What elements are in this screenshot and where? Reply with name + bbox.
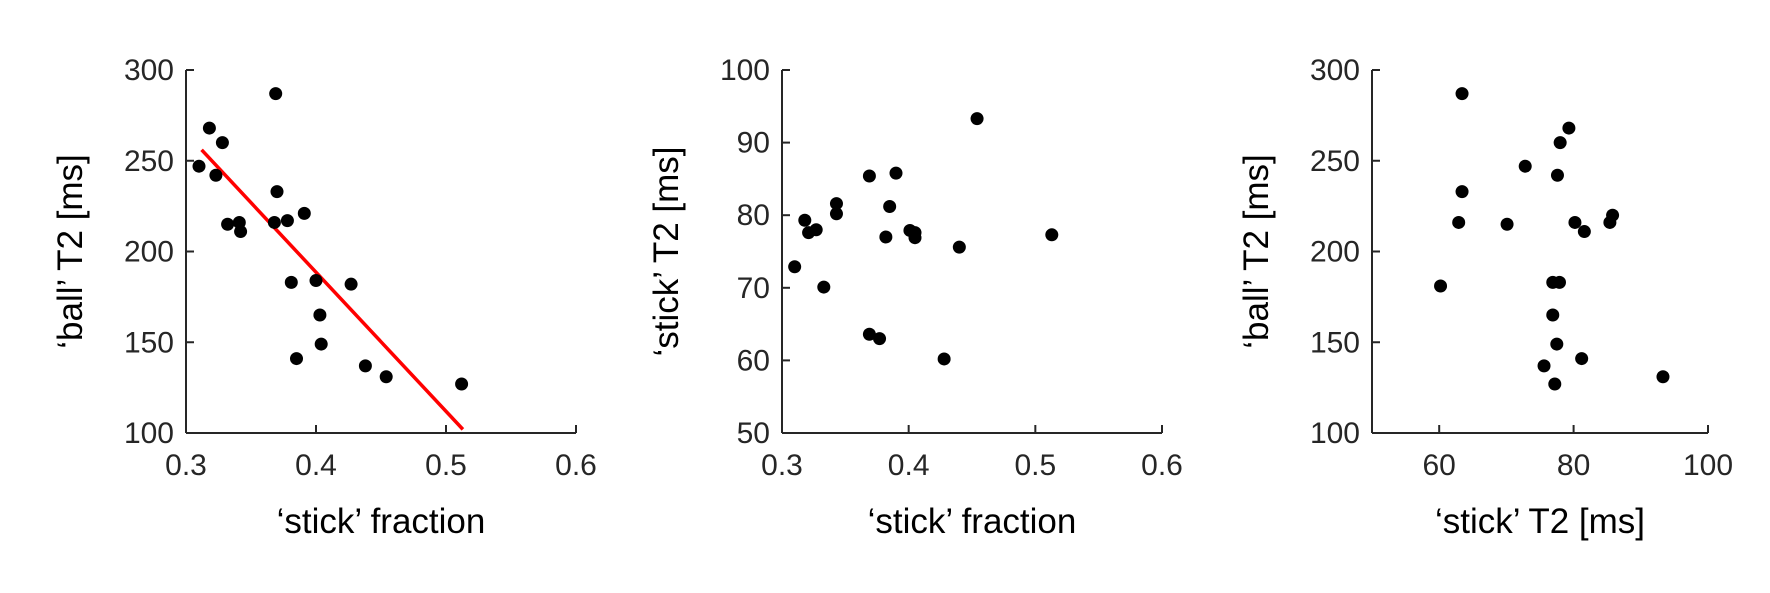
data-point <box>192 159 206 173</box>
data-point <box>883 199 897 213</box>
x-tick-label: 0.4 <box>888 449 930 482</box>
data-point <box>1553 136 1567 150</box>
x-tick-label: 0.5 <box>425 449 467 482</box>
y-tick-label: 300 <box>124 54 174 87</box>
data-point <box>344 277 358 291</box>
data-point <box>873 332 887 346</box>
data-point <box>379 370 393 384</box>
data-point <box>455 377 469 391</box>
data-point <box>309 274 323 288</box>
y-tick-label: 100 <box>720 54 770 87</box>
y-tick-label: 200 <box>1310 236 1360 269</box>
x-tick-label: 0.3 <box>165 449 207 482</box>
x-axis-title: ‘stick’ T2 [ms] <box>1435 502 1645 541</box>
data-point <box>358 359 372 373</box>
y-tick-label: 250 <box>1310 145 1360 178</box>
y-tick-label: 90 <box>737 127 770 160</box>
data-point <box>879 230 893 244</box>
data-point <box>1575 352 1589 366</box>
data-point <box>284 275 298 289</box>
y-tick-label: 100 <box>1310 417 1360 450</box>
data-point <box>270 185 284 199</box>
data-point <box>1434 279 1448 293</box>
fit-line <box>200 148 465 431</box>
y-tick-label: 80 <box>737 199 770 232</box>
x-tick-label: 0.4 <box>295 449 337 482</box>
data-point <box>1548 377 1562 391</box>
data-point <box>817 280 831 294</box>
data-point <box>952 240 966 254</box>
data-point <box>290 352 303 366</box>
y-tick-label: 200 <box>124 236 174 269</box>
y-axis-title: ‘ball’ T2 [ms] <box>1237 154 1276 349</box>
data-point <box>1455 87 1469 101</box>
data-point <box>314 337 328 351</box>
data-point <box>788 260 802 274</box>
data-point <box>202 121 216 135</box>
data-point <box>1045 228 1059 242</box>
y-tick-label: 300 <box>1310 54 1360 87</box>
x-tick-label: 60 <box>1423 449 1456 482</box>
data-point <box>221 217 235 231</box>
data-point <box>908 226 922 240</box>
data-point <box>1552 275 1566 289</box>
data-point <box>269 87 283 101</box>
data-point <box>267 215 281 229</box>
data-point <box>862 327 876 341</box>
x-tick-label: 80 <box>1557 449 1590 482</box>
data-point <box>1562 121 1576 135</box>
y-tick-label: 100 <box>124 417 174 450</box>
plot-1: 100 150 200 250 300 0.3 0.4 0.5 0.6 ‘stick’ fract… <box>51 54 597 541</box>
data-point <box>798 213 812 227</box>
data-point <box>209 168 223 182</box>
x-axis-title: ‘stick’ fraction <box>277 502 486 541</box>
data-point <box>1550 168 1564 182</box>
y-tick-label: 150 <box>124 326 174 359</box>
data-point <box>970 112 984 126</box>
x-tick-label: 100 <box>1683 449 1733 482</box>
data-point <box>1656 370 1670 384</box>
data-point <box>809 223 823 237</box>
data-point <box>297 206 311 220</box>
x-tick-label: 0.6 <box>1141 449 1183 482</box>
y-tick-label: 150 <box>1310 326 1360 359</box>
data-point <box>862 169 876 183</box>
y-tick-label: 70 <box>737 272 770 305</box>
data-point <box>1518 159 1532 173</box>
data-point <box>1500 217 1514 231</box>
plot-3: 100 150 200 250 300 60 80 100 ‘stick’ T2 [ms] ‘ba… <box>1237 54 1733 541</box>
x-tick-label: 0.5 <box>1014 449 1056 482</box>
y-tick-label: 60 <box>737 344 770 377</box>
data-point <box>313 308 327 322</box>
data-point <box>1550 337 1564 351</box>
data-point <box>1568 215 1582 229</box>
x-tick-label: 0.3 <box>761 449 803 482</box>
data-point <box>1452 215 1466 229</box>
data-point <box>889 166 903 180</box>
data-point <box>829 197 843 211</box>
data-point <box>1606 208 1620 222</box>
data-point <box>1577 225 1591 239</box>
data-point <box>1546 308 1560 322</box>
data-point <box>215 136 229 150</box>
data-point <box>829 207 843 221</box>
plot-2: 50 60 70 80 90 100 0.3 0.4 0.5 0.6 ‘stick’ fractio… <box>647 54 1183 541</box>
x-axis-title: ‘stick’ fraction <box>868 502 1077 541</box>
x-tick-label: 0.6 <box>555 449 597 482</box>
y-tick-label: 50 <box>737 417 770 450</box>
y-axis-title: ‘stick’ T2 [ms] <box>647 146 686 356</box>
data-point <box>280 214 294 228</box>
y-tick-label: 250 <box>124 145 174 178</box>
data-point <box>1537 359 1551 373</box>
data-point <box>234 225 248 239</box>
data-point <box>1455 185 1469 199</box>
data-point <box>937 352 951 366</box>
y-axis-title: ‘ball’ T2 [ms] <box>51 154 90 349</box>
